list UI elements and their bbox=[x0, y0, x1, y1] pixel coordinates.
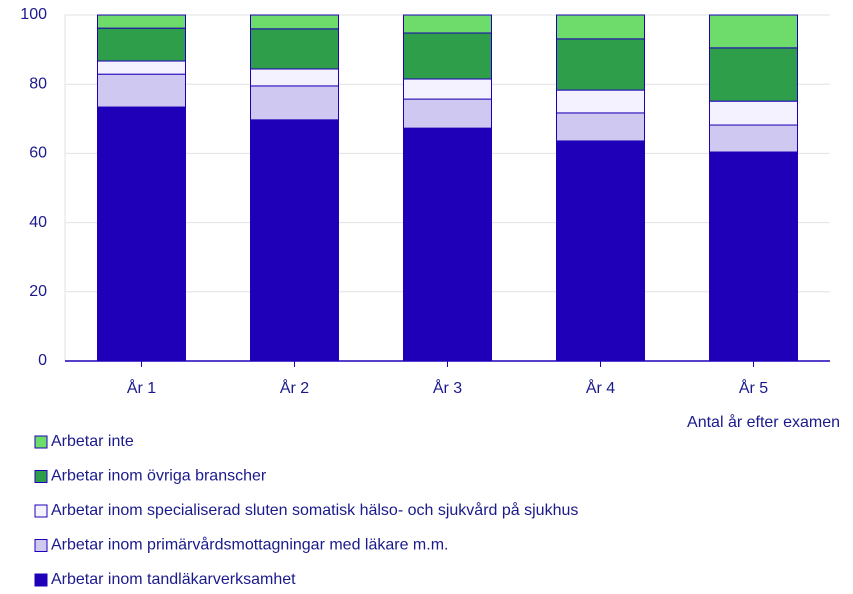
y-tick-label: 60 bbox=[29, 145, 47, 162]
y-tick-label: 40 bbox=[29, 214, 47, 231]
bar-segment bbox=[250, 68, 339, 87]
bar-segment bbox=[250, 28, 339, 70]
bar-segment bbox=[709, 14, 798, 49]
bar-segment bbox=[403, 98, 492, 129]
legend-label: Arbetar inom övriga branscher bbox=[51, 468, 267, 485]
x-tick-label: År 5 bbox=[739, 378, 768, 397]
legend-swatch bbox=[34, 539, 48, 552]
x-tick-label: År 1 bbox=[127, 378, 156, 397]
bar-segment bbox=[250, 85, 339, 121]
bar-segment bbox=[250, 14, 339, 30]
bar-segment bbox=[403, 127, 492, 362]
y-tick-label: 20 bbox=[29, 283, 47, 300]
bar-segment bbox=[709, 124, 798, 153]
bar-segment bbox=[97, 14, 186, 29]
bar-segment bbox=[97, 27, 186, 62]
legend-label: Arbetar inte bbox=[51, 433, 134, 450]
legend-swatch bbox=[34, 435, 48, 449]
bar-segment bbox=[97, 60, 186, 75]
bar-segment bbox=[556, 112, 645, 142]
bar-segment bbox=[97, 106, 186, 362]
bar-segment bbox=[556, 14, 645, 40]
bar-segment bbox=[709, 100, 798, 126]
bar-segment bbox=[97, 73, 186, 108]
legend-swatch bbox=[34, 573, 48, 587]
bar-segment bbox=[403, 14, 492, 34]
bar-segment bbox=[403, 32, 492, 80]
y-tick-label: 80 bbox=[29, 75, 47, 92]
x-tick-label: År 2 bbox=[280, 378, 309, 397]
bar-segment bbox=[250, 119, 339, 362]
legend-swatch bbox=[34, 470, 48, 483]
y-tick-label: 100 bbox=[20, 6, 47, 23]
bar-segment bbox=[556, 89, 645, 114]
bar-segment bbox=[709, 151, 798, 362]
legend-label: Arbetar inom specialiserad sluten somati… bbox=[51, 501, 578, 519]
bar-segment bbox=[556, 140, 645, 362]
x-axis-label: Antal år efter examen bbox=[687, 413, 840, 431]
bar-segment bbox=[403, 78, 492, 100]
x-tick-label: År 4 bbox=[586, 378, 615, 397]
legend-swatch bbox=[34, 504, 48, 518]
legend-label: Arbetar inom tandläkarverksamhet bbox=[51, 571, 296, 588]
bar-segment bbox=[556, 38, 645, 91]
y-tick-label: 0 bbox=[38, 352, 47, 369]
bar-segment bbox=[709, 47, 798, 102]
legend-label: Arbetar inom primärvårdsmottagningar med… bbox=[51, 536, 448, 554]
x-tick-label: År 3 bbox=[433, 378, 462, 397]
